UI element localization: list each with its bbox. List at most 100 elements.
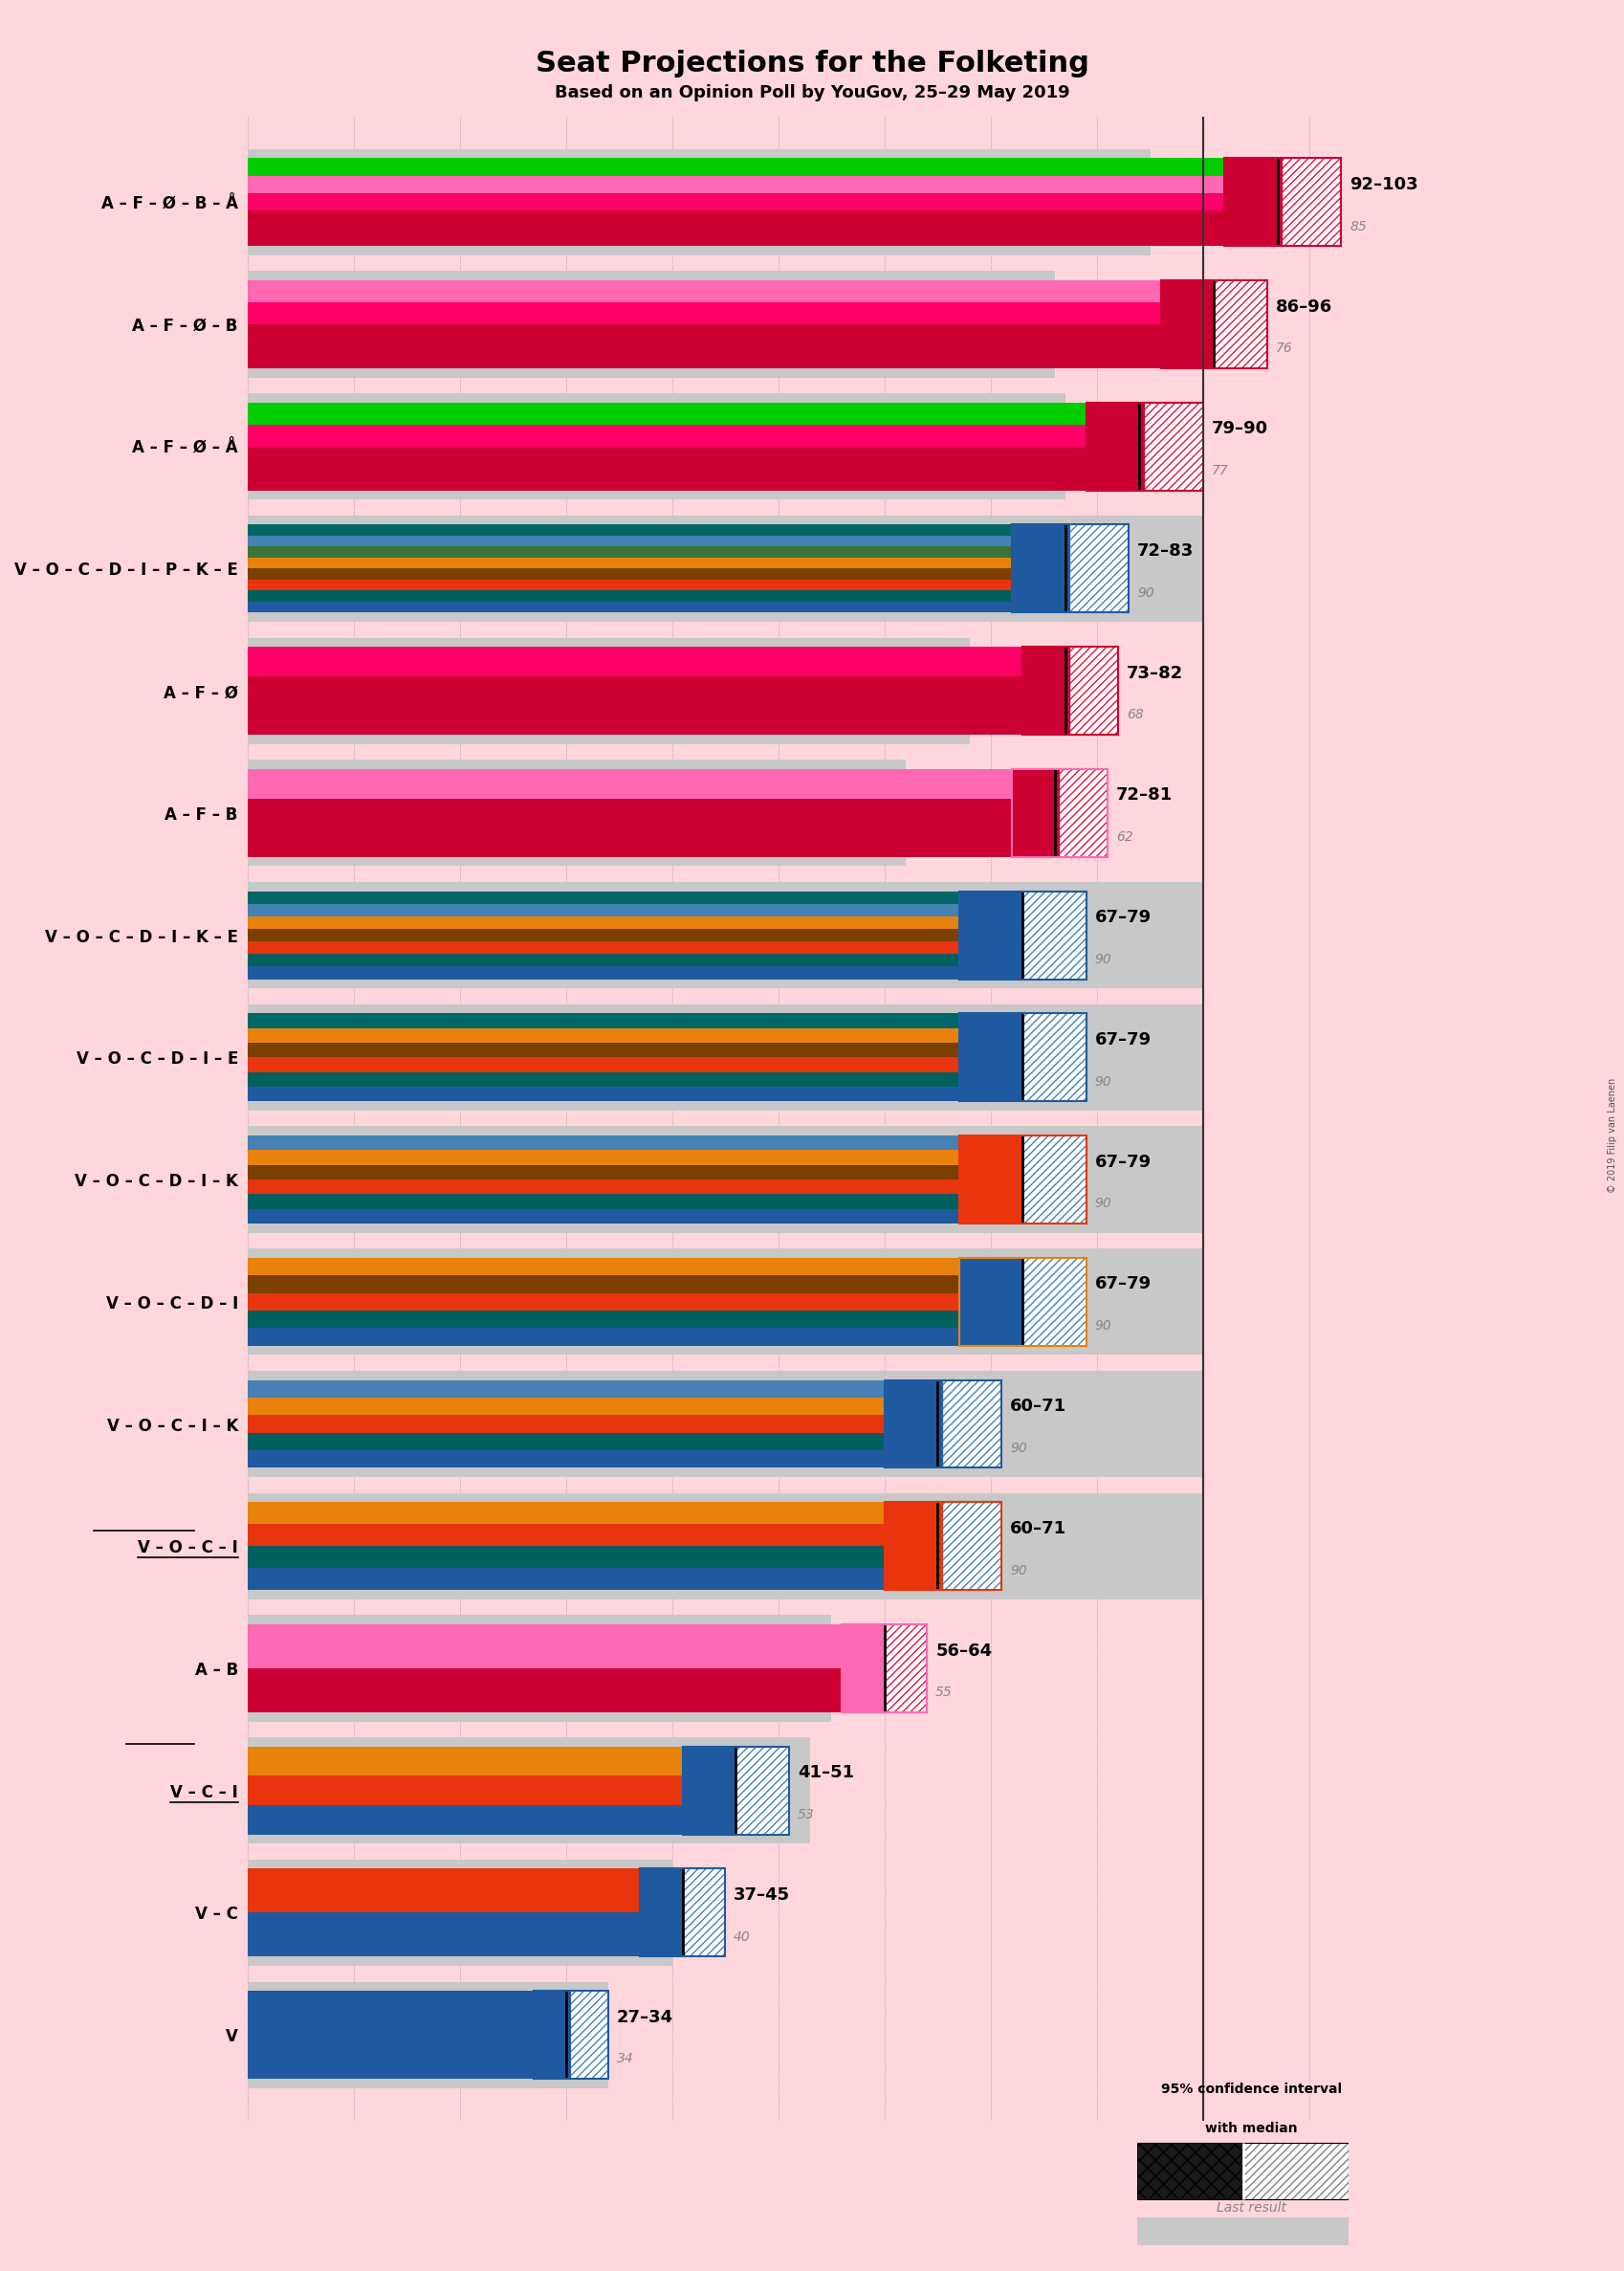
Bar xyxy=(682,1869,724,1958)
Bar xyxy=(958,1258,1086,1347)
Bar xyxy=(247,1149,958,1165)
Bar xyxy=(1059,770,1108,856)
Bar xyxy=(1012,770,1059,856)
Bar xyxy=(247,193,1224,211)
Bar xyxy=(534,1992,607,2078)
Bar xyxy=(247,1624,841,1669)
Text: 60–71: 60–71 xyxy=(1009,1519,1065,1537)
Bar xyxy=(682,1746,736,1835)
Bar xyxy=(247,1249,1202,1356)
Bar xyxy=(1242,2142,1348,2201)
Bar xyxy=(247,890,958,904)
Bar xyxy=(958,890,1086,979)
Bar xyxy=(247,1805,682,1835)
Bar xyxy=(247,590,1012,602)
Text: 76: 76 xyxy=(1275,341,1291,354)
Bar xyxy=(247,516,1202,622)
Bar xyxy=(640,1869,724,1958)
Bar xyxy=(247,1072,958,1088)
Bar xyxy=(1021,1013,1086,1101)
Text: 72–83: 72–83 xyxy=(1137,543,1194,559)
Bar xyxy=(247,1292,958,1310)
Bar xyxy=(1012,525,1129,613)
Text: 67–79: 67–79 xyxy=(1095,1276,1151,1292)
Bar xyxy=(1137,2216,1348,2244)
Bar xyxy=(247,1397,883,1415)
Bar xyxy=(1281,159,1340,245)
Bar xyxy=(682,1746,789,1835)
Bar xyxy=(247,1088,958,1101)
Bar xyxy=(883,1624,927,1712)
Bar xyxy=(841,1624,927,1712)
Bar xyxy=(1021,1258,1086,1347)
Bar xyxy=(736,1746,789,1835)
Bar xyxy=(247,1567,883,1590)
Bar xyxy=(1021,647,1070,736)
Bar xyxy=(942,1381,1000,1467)
Bar xyxy=(247,1615,831,1721)
Text: 90: 90 xyxy=(1095,1074,1111,1088)
Bar xyxy=(247,1276,958,1292)
Text: 27–34: 27–34 xyxy=(617,2008,672,2026)
Bar xyxy=(247,1501,883,1524)
Text: 85: 85 xyxy=(1350,220,1366,234)
Bar xyxy=(883,1381,1000,1467)
Bar xyxy=(1070,647,1117,736)
Text: 92–103: 92–103 xyxy=(1350,175,1418,193)
Bar xyxy=(247,770,1012,799)
Bar xyxy=(247,1983,607,2087)
Bar xyxy=(247,525,1012,536)
Bar xyxy=(1086,402,1202,491)
Bar xyxy=(883,1381,942,1467)
Bar xyxy=(958,890,1021,979)
Bar xyxy=(247,393,1064,500)
Bar xyxy=(247,211,1224,229)
Bar xyxy=(247,1258,958,1276)
Bar xyxy=(247,677,1021,706)
Bar xyxy=(247,904,958,915)
Bar xyxy=(247,1669,841,1712)
Text: © 2019 Filip van Laenen: © 2019 Filip van Laenen xyxy=(1606,1079,1616,1192)
Bar xyxy=(247,1869,640,1912)
Bar xyxy=(1021,1136,1086,1224)
Text: Seat Projections for the Folketing: Seat Projections for the Folketing xyxy=(536,50,1088,77)
Bar xyxy=(247,1195,958,1208)
Bar xyxy=(247,1737,810,1844)
Bar xyxy=(247,1524,883,1547)
Bar xyxy=(841,1624,883,1712)
Bar xyxy=(247,1433,883,1451)
Text: 60–71: 60–71 xyxy=(1009,1397,1065,1415)
Bar xyxy=(247,270,1054,377)
Bar xyxy=(247,175,1224,193)
Bar xyxy=(247,1042,958,1058)
Bar xyxy=(1213,279,1267,368)
Text: 62: 62 xyxy=(1116,831,1132,845)
Bar xyxy=(247,150,1150,254)
Text: with median: with median xyxy=(1205,2121,1296,2135)
Bar xyxy=(247,1136,958,1149)
Bar xyxy=(247,799,1012,827)
Text: 90: 90 xyxy=(1009,1442,1026,1456)
Bar xyxy=(1145,402,1202,491)
Bar xyxy=(247,559,1012,568)
Bar xyxy=(247,881,1202,988)
Bar xyxy=(247,1029,958,1042)
Bar xyxy=(958,1136,1086,1224)
Bar xyxy=(247,1126,1202,1233)
Bar xyxy=(247,915,958,929)
Text: Last result: Last result xyxy=(1216,2201,1285,2214)
Bar xyxy=(247,159,1224,175)
Bar xyxy=(1137,2142,1242,2201)
Bar xyxy=(247,402,1086,425)
Bar xyxy=(247,929,958,942)
Bar xyxy=(958,1013,1086,1101)
Text: 77: 77 xyxy=(1212,463,1228,477)
Text: 95% confidence interval: 95% confidence interval xyxy=(1160,2083,1341,2096)
Bar xyxy=(247,1912,640,1958)
Bar xyxy=(958,1013,1021,1101)
Bar xyxy=(1012,770,1108,856)
Bar xyxy=(247,761,905,865)
Bar xyxy=(247,1746,682,1776)
Bar xyxy=(247,279,1160,302)
Bar xyxy=(247,1208,958,1224)
